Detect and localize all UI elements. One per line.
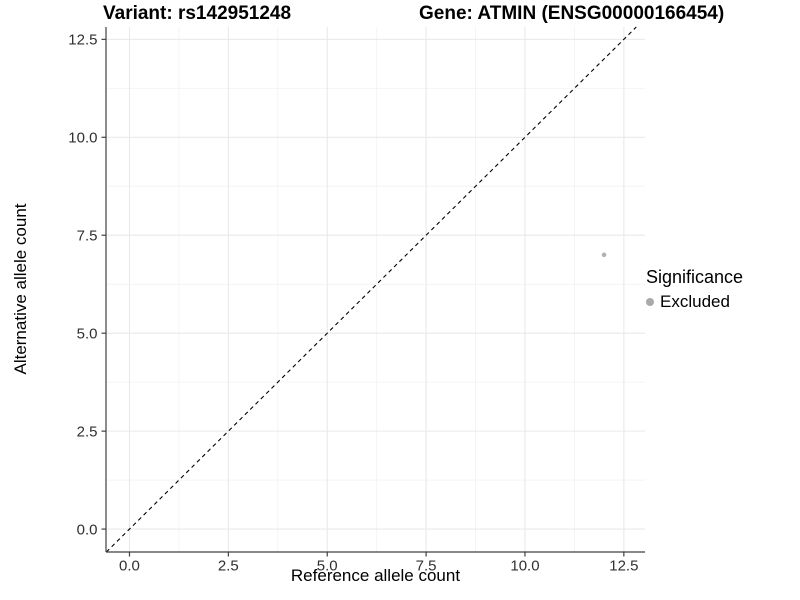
legend-key-dot-icon — [646, 298, 654, 306]
x-tick-label: 10.0 — [510, 557, 539, 574]
y-tick-label: 5.0 — [77, 325, 98, 342]
legend-title: Significance — [646, 267, 744, 287]
x-tick-label: 0.0 — [119, 557, 140, 574]
x-tick-label: 2.5 — [218, 557, 239, 574]
legend-item-label: Excluded — [660, 292, 730, 311]
legend-item-excluded: Excluded — [646, 292, 743, 312]
y-axis-title: Alternative allele count — [11, 203, 30, 375]
y-tick-label: 7.5 — [77, 227, 98, 244]
x-tick-label: 12.5 — [609, 557, 638, 574]
legend: Significance Excluded — [646, 267, 743, 312]
y-tick-label: 0.0 — [77, 521, 98, 538]
data-point — [601, 252, 607, 258]
x-tick-label: 5.0 — [317, 557, 338, 574]
y-tick-label: 12.5 — [68, 32, 97, 49]
x-axis-title: Reference allele count — [290, 566, 461, 585]
plot-title-variant: Variant: rs142951248 — [103, 3, 292, 24]
plot-title-gene: Gene: ATMIN (ENSG00000166454) — [419, 3, 725, 24]
y-tick-label: 2.5 — [77, 423, 98, 440]
x-tick-label: 7.5 — [416, 557, 437, 574]
y-tick-label: 10.0 — [68, 130, 97, 147]
panel-background — [106, 27, 645, 552]
